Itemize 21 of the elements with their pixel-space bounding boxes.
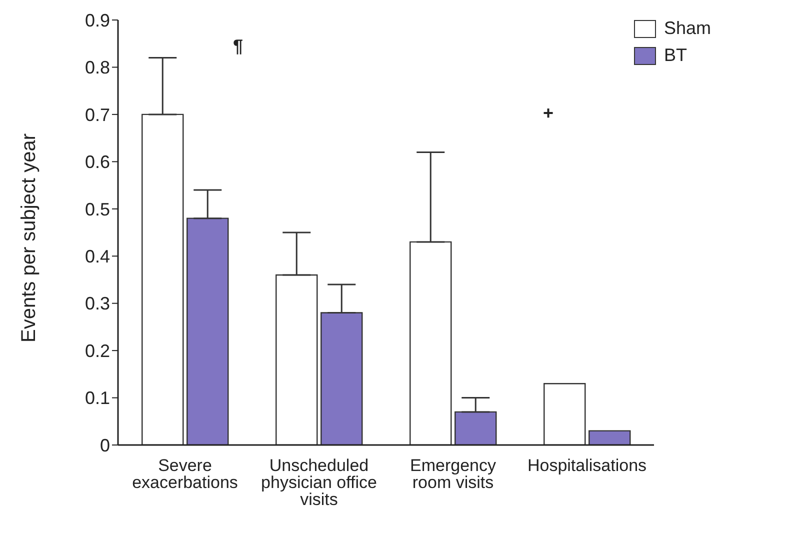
y-tick-label: 0.1 [84, 388, 110, 408]
y-tick-label: 0.8 [84, 58, 110, 78]
x-tick-label: Unscheduled physician office visits [261, 456, 377, 510]
x-tick-label: Emergency room visits [410, 456, 496, 492]
bar [588, 430, 631, 445]
legend-label: Sham [664, 18, 712, 39]
x-tick-label: Hospitalisations [527, 456, 647, 476]
legend-label: BT [664, 45, 688, 66]
y-tick-label: 0.3 [84, 294, 110, 314]
y-tick-label: 0.4 [84, 246, 110, 266]
annotation: ¶ [233, 36, 244, 57]
y-tick-label: 0.2 [84, 340, 110, 361]
y-tick-label: 0.9 [84, 10, 110, 30]
x-tick-label: Severe exacerbations [132, 456, 238, 492]
y-tick-label: 0.7 [84, 104, 110, 125]
y-tick-label: 0.6 [84, 152, 110, 172]
annotation: + [543, 103, 554, 124]
y-axis-title: Events per subject year [18, 133, 40, 342]
y-tick-label: 0 [100, 435, 110, 456]
y-tick-label: 0.5 [84, 199, 110, 220]
bar [544, 383, 586, 445]
